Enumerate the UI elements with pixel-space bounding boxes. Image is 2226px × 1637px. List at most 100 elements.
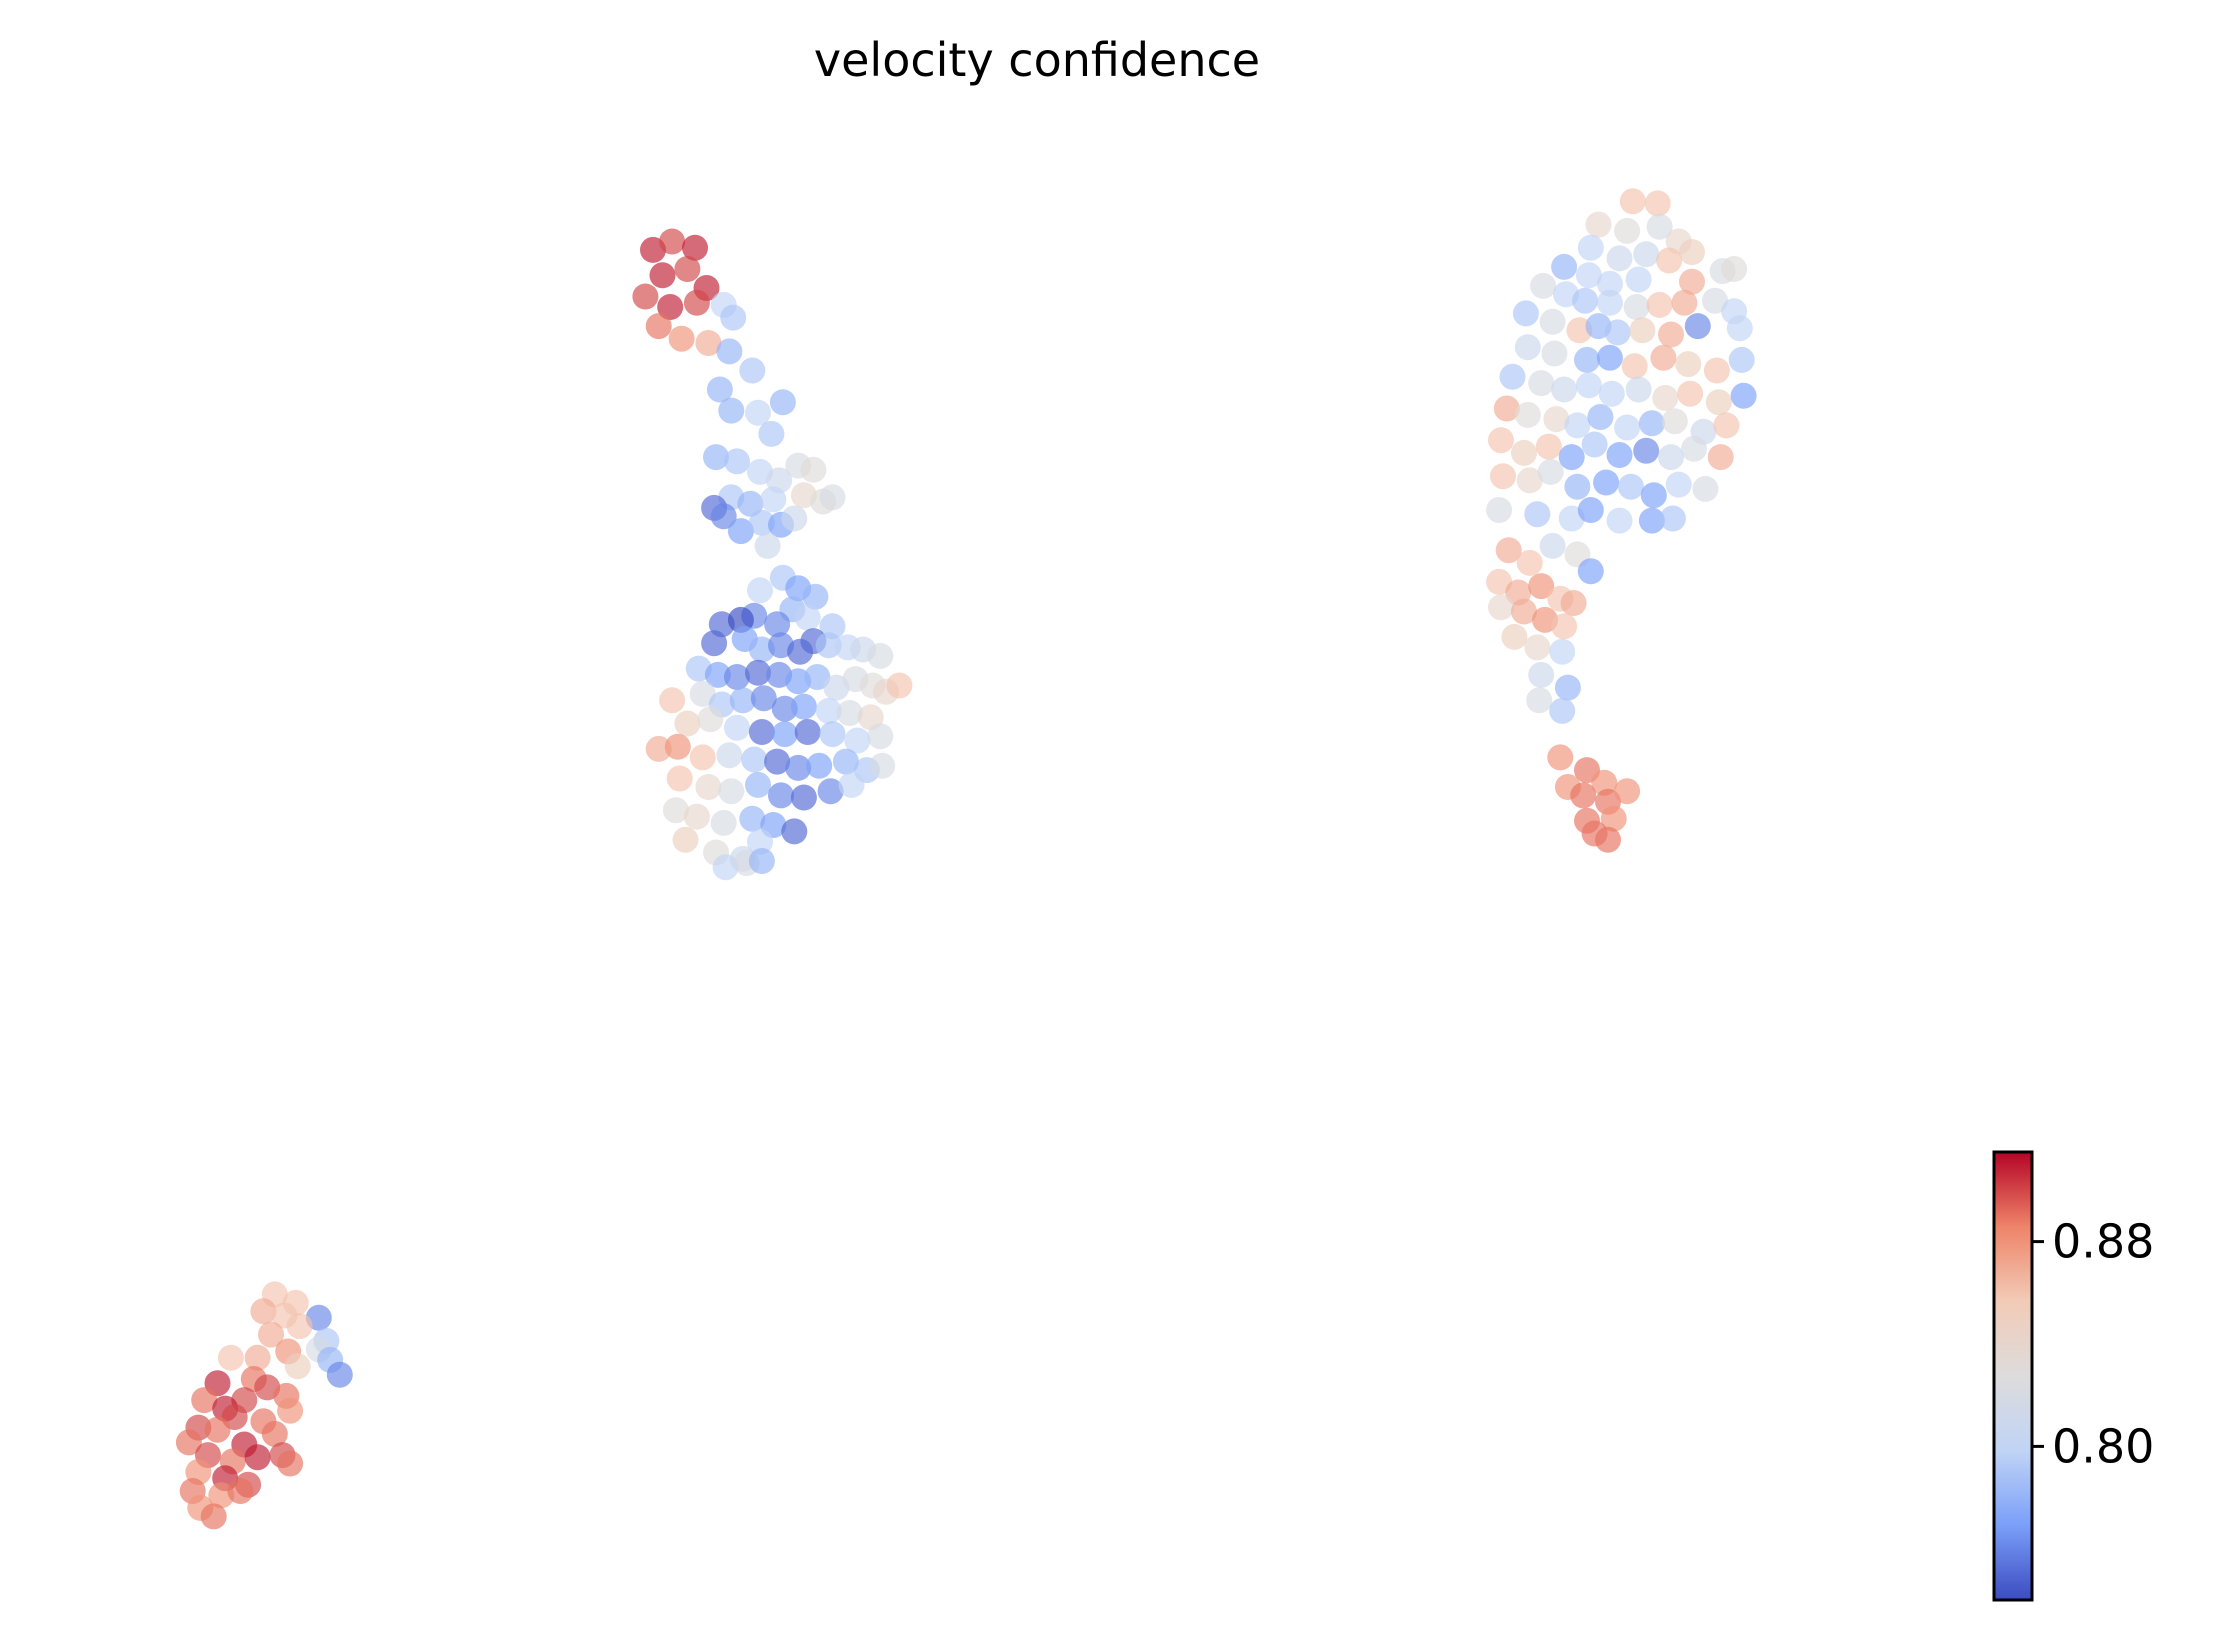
- scatter-point: [727, 518, 754, 545]
- scatter-point: [250, 1298, 277, 1325]
- cluster-bottom-left: [175, 1281, 353, 1530]
- scatter-point: [1512, 300, 1539, 327]
- scatter-point: [724, 714, 750, 741]
- scatter-point: [1707, 444, 1734, 471]
- scatter-point: [1661, 408, 1688, 435]
- scatter-point: [1574, 346, 1600, 373]
- scatter-point: [1514, 334, 1541, 361]
- scatter-point: [1528, 370, 1555, 397]
- scatter-point: [745, 659, 771, 686]
- scatter-point: [1625, 376, 1652, 403]
- scatter-point: [1596, 270, 1623, 297]
- scatter-point: [867, 642, 894, 669]
- scatter-point: [1570, 782, 1597, 809]
- scatter-point: [1721, 256, 1748, 282]
- scatter-point: [277, 1397, 304, 1424]
- scatter-point: [1560, 590, 1587, 616]
- cluster-top-right: [1486, 188, 1757, 724]
- scatter-point: [284, 1353, 311, 1380]
- scatter-point: [729, 687, 756, 714]
- scatter-point: [1617, 473, 1644, 500]
- scatter-point: [1493, 395, 1520, 422]
- scatter-point: [886, 672, 913, 699]
- scatter-point: [1629, 317, 1656, 344]
- scatter-point: [1575, 372, 1602, 399]
- scatter-point: [244, 1444, 271, 1471]
- scatter-point: [674, 256, 701, 282]
- scatter-point: [191, 1387, 218, 1414]
- scatter-point: [1596, 344, 1623, 371]
- scatter-point: [1511, 598, 1537, 625]
- scatter-point: [1564, 473, 1591, 500]
- scatter-point: [745, 399, 771, 426]
- scatter-point: [838, 771, 865, 798]
- scatter-point: [286, 1313, 313, 1340]
- scatter-point: [1488, 427, 1514, 454]
- scatter-point: [227, 1478, 254, 1504]
- scatter-point: [683, 803, 710, 830]
- scatter-point: [748, 719, 775, 745]
- scatter-points: [175, 188, 1757, 1530]
- scatter-point: [200, 1503, 227, 1530]
- scatter-point: [764, 611, 791, 638]
- scatter-point: [1511, 439, 1537, 466]
- scatter-point: [1530, 272, 1557, 299]
- scatter-point: [1549, 638, 1576, 665]
- scatter-point: [748, 848, 775, 874]
- scatter-point: [657, 294, 684, 320]
- cluster-center-blob: [645, 564, 913, 881]
- scatter-point: [771, 695, 798, 722]
- scatter-point: [747, 577, 773, 604]
- scatter-point: [718, 397, 745, 424]
- scatter-point: [1606, 507, 1633, 534]
- scatter-point: [1621, 353, 1648, 380]
- scatter-point: [1652, 384, 1679, 411]
- scatter-point: [695, 774, 722, 800]
- scatter-point: [1728, 346, 1755, 373]
- scatter-point: [1659, 505, 1686, 532]
- scatter-point: [1644, 190, 1671, 217]
- scatter-point: [764, 748, 791, 775]
- scatter-point: [1658, 444, 1684, 471]
- scatter-point: [175, 1429, 202, 1456]
- scatter-point: [724, 448, 750, 475]
- scatter-point: [869, 752, 896, 779]
- scatter-point: [672, 826, 699, 853]
- scatter-point: [716, 338, 743, 365]
- colorbar-gradient: [1994, 1152, 2032, 1600]
- scatter-point: [674, 710, 701, 737]
- scatter-point: [745, 771, 771, 798]
- scatter-point: [769, 389, 796, 416]
- scatter-point: [683, 289, 710, 316]
- scatter-point: [1577, 497, 1604, 523]
- scatter-point: [1516, 549, 1543, 576]
- scatter-point: [1702, 287, 1728, 314]
- scatter-point: [737, 490, 764, 517]
- scatter-point: [1614, 217, 1641, 244]
- scatter-point: [1541, 340, 1568, 367]
- scatter-point: [1539, 532, 1566, 559]
- scatter-point: [1606, 245, 1633, 272]
- cluster-top-center: [632, 228, 846, 559]
- scatter-point: [704, 661, 731, 688]
- scatter-point: [659, 228, 686, 255]
- scatter-point: [832, 748, 859, 775]
- scatter-point: [1524, 501, 1551, 528]
- scatter-point: [1575, 262, 1602, 289]
- scatter-point: [1535, 433, 1562, 460]
- scatter-point: [1551, 253, 1578, 280]
- scatter-point: [1633, 437, 1660, 464]
- scatter-point: [1528, 573, 1555, 600]
- scatter-point: [758, 420, 785, 447]
- scatter-point: [1528, 661, 1555, 688]
- scatter-point: [1656, 247, 1683, 274]
- scatter-point: [326, 1361, 353, 1388]
- scatter-point: [1604, 319, 1631, 346]
- colorbar-tick-label: 0.80: [2052, 1419, 2154, 1473]
- scatter-point: [1581, 431, 1608, 458]
- scatter-point: [1638, 410, 1665, 437]
- scatter-point: [794, 604, 821, 631]
- scatter-point: [1501, 623, 1528, 650]
- scatter-point: [1486, 497, 1513, 523]
